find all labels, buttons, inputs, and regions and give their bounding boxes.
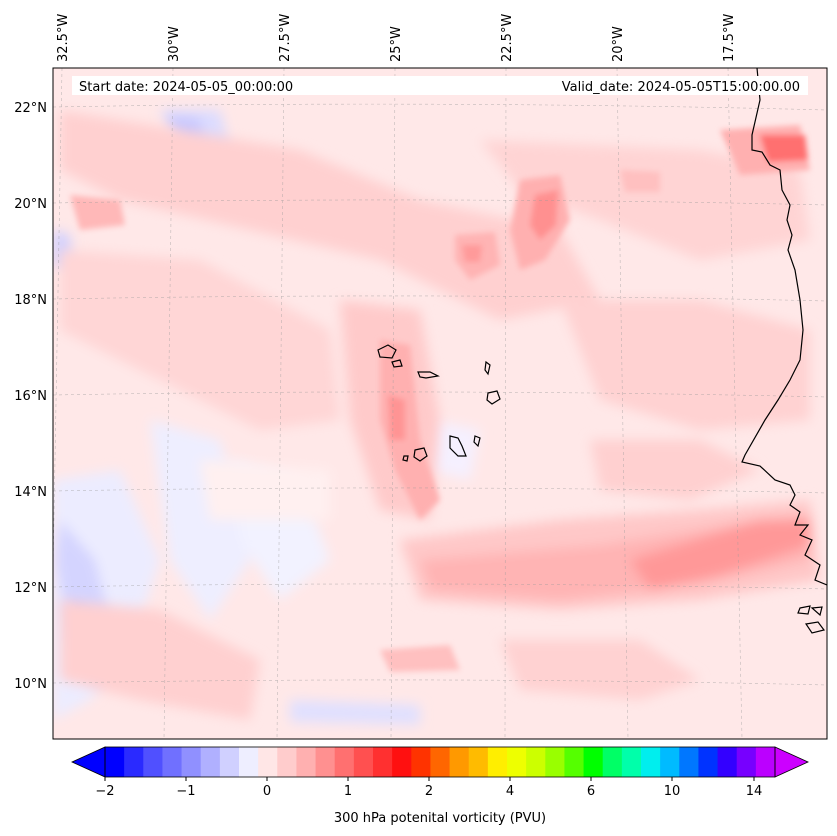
longitude-labels: 32.5°W 30°W 27.5°W 25°W 22.5°W 20°W 17.5… <box>56 14 737 62</box>
cape-verde-sao-nicolau <box>417 371 440 379</box>
colorbar-tick-labels: −2 −1 0 1 2 4 6 10 14 <box>95 784 762 799</box>
lat-label: 12°N <box>14 581 47 596</box>
colorbar-cell <box>430 747 451 777</box>
colorbar-tick-label: 4 <box>506 784 514 799</box>
colorbar-cell <box>124 747 144 777</box>
colorbar-tick-label: 0 <box>263 784 271 799</box>
cape-verde-santiago <box>449 435 467 457</box>
colorbar-cell <box>411 747 431 777</box>
africa-coast <box>741 68 827 586</box>
colorbar-cell <box>545 747 565 777</box>
cape-verde-sal <box>484 360 491 376</box>
lat-label: 16°N <box>14 389 47 404</box>
colorbar-extend-low <box>71 746 106 778</box>
colorbar-title: 300 hPa potenital vorticity (PVU) <box>334 811 546 826</box>
cape-verde-boa-vista <box>486 390 501 405</box>
colorbar-cell <box>698 747 719 777</box>
map-frame <box>52 67 828 740</box>
colorbar-cell <box>105 747 125 777</box>
colorbar-tick-label: 1 <box>344 784 352 799</box>
colorbar-cell <box>755 747 776 777</box>
colorbar-ticks <box>104 777 755 781</box>
colorbar-cell <box>353 747 374 777</box>
colorbar-cell <box>660 747 680 777</box>
colorbar: −2 −1 0 1 2 4 6 10 14 300 hPa potenital … <box>71 746 809 826</box>
colorbar-cell <box>219 747 240 777</box>
pv-maxima <box>70 125 810 672</box>
colorbar-cell <box>468 747 489 777</box>
colorbar-cell <box>564 747 585 777</box>
lon-label: 27.5°W <box>278 14 293 62</box>
colorbar-cell <box>717 747 738 777</box>
colorbar-tick-label: 2 <box>425 784 433 799</box>
colorbar-cell <box>736 747 757 777</box>
latitude-labels: 22°N 20°N 18°N 16°N 14°N 12°N 10°N <box>14 101 47 692</box>
lon-label: 25°W <box>389 26 404 62</box>
pv-field <box>53 68 827 739</box>
cape-verde-santo-antao <box>377 344 397 359</box>
cape-verde-brava <box>402 455 409 462</box>
colorbar-cell <box>143 747 163 777</box>
bijagos-islands <box>797 605 826 634</box>
lat-label: 18°N <box>14 293 47 308</box>
colorbar-cell <box>602 747 623 777</box>
lon-label: 20°W <box>611 26 626 62</box>
colorbar-cell <box>181 747 202 777</box>
colorbar-cell <box>487 747 508 777</box>
valid-date-label: Valid_date: 2024-05-05T15:00:00.00 <box>562 80 800 95</box>
colorbar-cell <box>641 747 661 777</box>
cape-verde-maio <box>473 435 481 448</box>
lat-label: 20°N <box>14 197 47 212</box>
lon-label: 17.5°W <box>722 14 737 62</box>
colorbar-tick-label: 14 <box>746 784 763 799</box>
colorbar-cell <box>583 747 604 777</box>
lat-label: 10°N <box>14 677 47 692</box>
lon-label: 32.5°W <box>56 14 71 62</box>
colorbar-cell <box>679 747 699 777</box>
colorbar-cell <box>392 747 412 777</box>
start-date-label: Start date: 2024-05-05_00:00:00 <box>79 80 293 95</box>
colorbar-cell <box>507 747 527 777</box>
colorbar-cell <box>315 747 336 777</box>
colorbar-tick-label: 6 <box>587 784 595 799</box>
lat-label: 22°N <box>14 101 47 116</box>
colorbar-tick-label: 10 <box>664 784 681 799</box>
colorbar-tick-label: −2 <box>95 784 114 799</box>
colorbar-frame <box>104 746 776 778</box>
date-banner <box>72 76 808 95</box>
colorbar-cell <box>334 747 355 777</box>
cape-verde-fogo <box>413 447 428 462</box>
colorbar-cell <box>296 747 317 777</box>
colorbar-cell <box>258 747 278 777</box>
colorbar-cell <box>373 747 393 777</box>
colorbar-cell <box>239 747 259 777</box>
colorbar-tick-label: −1 <box>176 784 195 799</box>
colorbar-cell <box>621 747 642 777</box>
colorbar-cell <box>200 747 221 777</box>
cape-verde-sao-vicente <box>391 359 403 368</box>
colorbar-cell <box>526 747 546 777</box>
lon-label: 30°W <box>167 26 182 62</box>
lon-label: 22.5°W <box>500 14 515 62</box>
colorbar-extend-high <box>774 746 809 778</box>
colorbar-cell <box>449 747 470 777</box>
colorbar-cell <box>162 747 183 777</box>
lat-label: 14°N <box>14 485 47 500</box>
colorbar-cells <box>105 747 776 777</box>
coastlines <box>377 68 827 634</box>
colorbar-cell <box>277 747 297 777</box>
gridlines <box>53 68 827 739</box>
